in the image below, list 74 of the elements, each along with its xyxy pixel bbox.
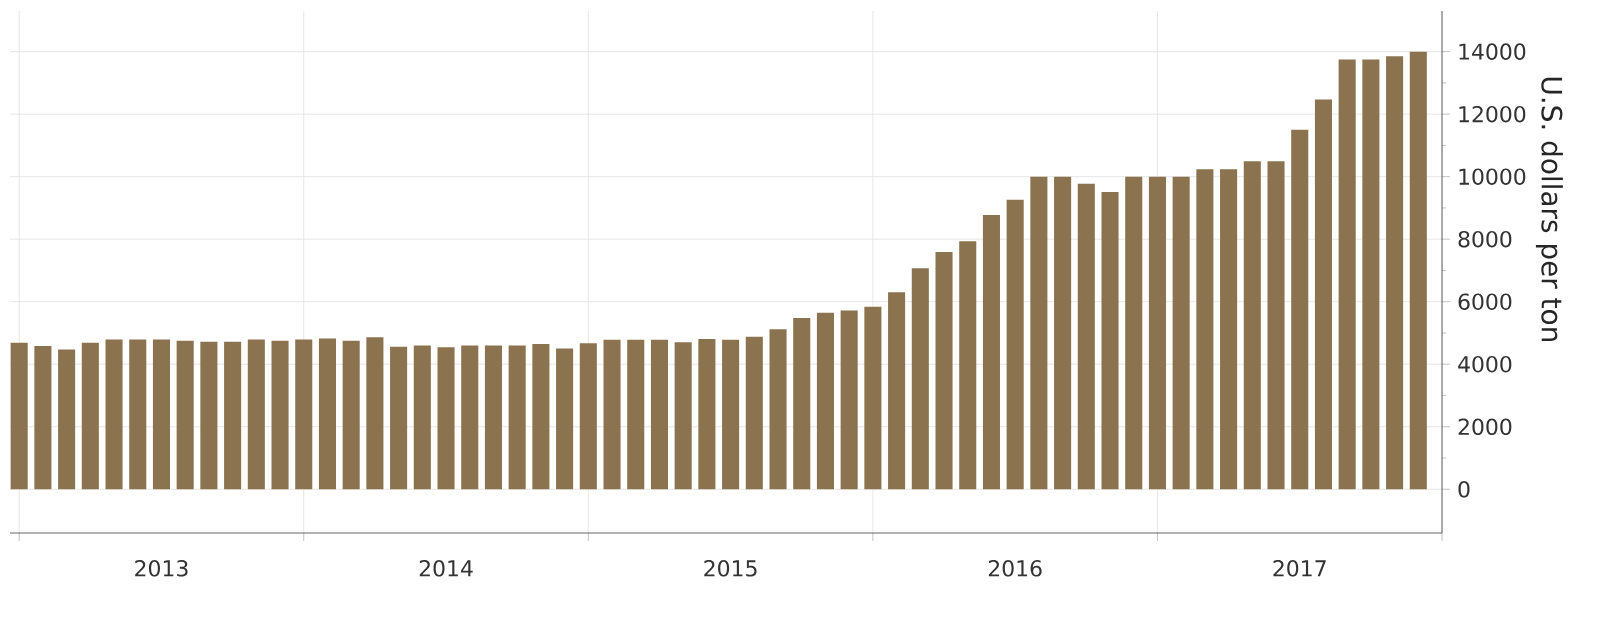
y-tick-label: 6000 [1458, 293, 1512, 310]
bar [366, 337, 384, 490]
x-tick-label: 2016 [988, 560, 1042, 577]
bar [532, 343, 550, 490]
bar [1314, 99, 1332, 490]
bar [1006, 199, 1024, 490]
bar [271, 340, 289, 490]
y-tick-label: 12000 [1459, 105, 1526, 123]
y-tick-label: 0 [1458, 480, 1470, 498]
bar [556, 348, 574, 490]
bar [200, 341, 218, 490]
bar [1291, 129, 1309, 490]
bar [864, 306, 882, 490]
bar [982, 215, 1000, 490]
bar [10, 342, 28, 490]
bar [1030, 176, 1048, 490]
bar [508, 345, 526, 490]
bar [1077, 183, 1095, 490]
bar [390, 346, 408, 490]
x-tick-label: 2015 [704, 560, 757, 577]
bar [603, 339, 621, 490]
bar [1386, 56, 1404, 490]
bar [698, 338, 716, 490]
bar [579, 343, 597, 490]
bar [152, 339, 170, 490]
x-tick-label: 2017 [1273, 560, 1326, 577]
bar [959, 241, 977, 490]
bar [1101, 191, 1119, 490]
bar [58, 349, 76, 490]
bar [816, 312, 834, 490]
bar [247, 339, 265, 490]
bar [911, 268, 929, 490]
bar [318, 338, 336, 490]
bar [1148, 176, 1166, 490]
y-axis-title: U.S. dollars per ton [1535, 77, 1563, 341]
bar [1196, 169, 1214, 490]
x-tick-label: 2013 [135, 560, 188, 577]
bar [935, 251, 953, 490]
bar [840, 310, 858, 490]
bar [674, 342, 692, 490]
bar [224, 341, 242, 490]
bar [129, 339, 147, 490]
bar [413, 345, 431, 490]
bar [34, 346, 52, 490]
y-tick-label: 4000 [1458, 355, 1512, 373]
bar [81, 342, 99, 490]
bar [722, 339, 740, 490]
bar [1409, 51, 1427, 490]
bar [793, 317, 811, 490]
bar [745, 336, 763, 490]
y-tick-label: 2000 [1458, 418, 1512, 436]
bar [461, 345, 479, 490]
bar [769, 329, 787, 490]
y-tick-label: 8000 [1458, 230, 1512, 248]
bar [1172, 176, 1190, 490]
bar [105, 339, 123, 490]
bar [342, 340, 360, 490]
bar [484, 345, 502, 490]
bar [650, 339, 668, 490]
bar [1125, 176, 1143, 490]
bar [176, 340, 194, 490]
bar [295, 339, 313, 490]
bar [1054, 176, 1072, 490]
y-tick-label: 14000 [1459, 43, 1526, 60]
bar [1362, 59, 1380, 490]
bar [1338, 59, 1356, 490]
bar [1243, 161, 1261, 490]
bar [627, 339, 645, 490]
bar [1267, 161, 1285, 490]
y-tick-label: 10000 [1459, 168, 1526, 185]
bar [437, 347, 455, 490]
bar [888, 292, 906, 490]
bar [1220, 169, 1238, 490]
x-tick-label: 2014 [419, 560, 473, 577]
